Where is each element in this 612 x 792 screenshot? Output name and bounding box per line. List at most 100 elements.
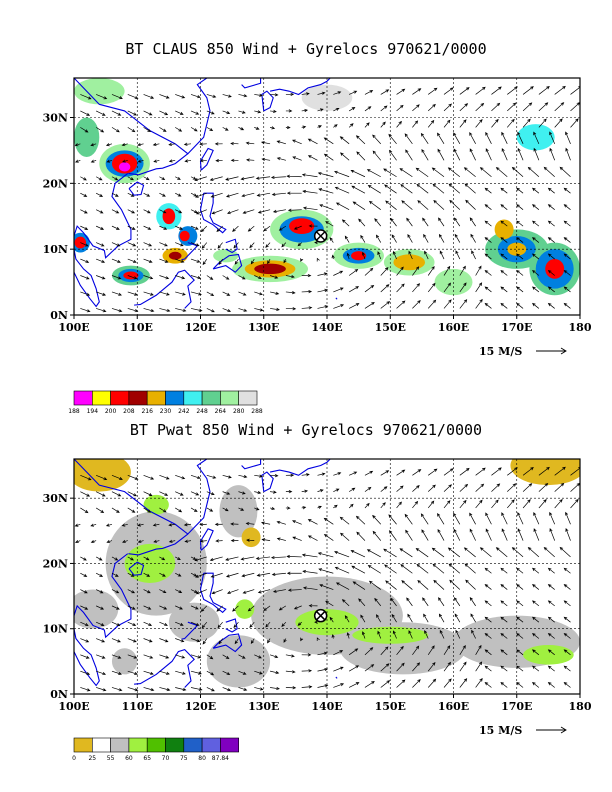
wind-vector bbox=[396, 283, 405, 293]
wind-vector bbox=[276, 157, 286, 161]
wind-vector bbox=[317, 651, 328, 656]
wind-vector bbox=[301, 506, 307, 510]
wind-vector bbox=[307, 535, 318, 541]
wind-vector bbox=[159, 572, 166, 577]
wind-vector bbox=[267, 258, 271, 265]
wind-vector bbox=[260, 521, 271, 525]
wind-vector bbox=[437, 148, 445, 161]
wind-vector bbox=[111, 192, 119, 197]
wind-vector bbox=[563, 220, 571, 227]
wind-vector bbox=[412, 662, 421, 672]
map-panel-pwat: 100E 110E 120E 130E 140E 150E 160E 170E 180 0N 10N… bbox=[43, 458, 592, 762]
wind-vector bbox=[80, 491, 91, 497]
wind-vector bbox=[254, 126, 260, 130]
wind-vector bbox=[532, 204, 540, 210]
wind-vector bbox=[122, 159, 128, 163]
wind-vector bbox=[260, 141, 271, 145]
wind-vector bbox=[406, 217, 413, 227]
wind-vector bbox=[127, 275, 138, 280]
wind-vector bbox=[214, 522, 223, 526]
wind-vector bbox=[532, 584, 540, 590]
wind-vector bbox=[190, 275, 202, 280]
colorbar-label: 280 bbox=[233, 408, 245, 415]
wind-vector bbox=[227, 209, 239, 215]
wind-vector bbox=[335, 202, 350, 210]
wind-vector bbox=[522, 86, 534, 95]
wind-vector bbox=[175, 572, 182, 577]
wind-vector bbox=[301, 489, 309, 493]
wind-vector bbox=[484, 600, 492, 607]
wind-vector bbox=[143, 110, 153, 116]
wind-vector bbox=[412, 266, 420, 276]
wind-vector bbox=[175, 687, 187, 691]
x-tick-label: 100E bbox=[58, 700, 89, 713]
wind-vector bbox=[285, 670, 296, 674]
wind-vector bbox=[143, 507, 152, 513]
wind-vector bbox=[333, 488, 340, 492]
wind-vector bbox=[501, 512, 508, 525]
wind-vector bbox=[433, 579, 445, 590]
wind-vector bbox=[334, 170, 350, 178]
wind-vector bbox=[453, 528, 461, 541]
wind-vector bbox=[522, 499, 531, 509]
wind-vector bbox=[270, 307, 280, 311]
wind-vector bbox=[356, 151, 366, 161]
wind-vector bbox=[246, 538, 255, 542]
wind-vector bbox=[301, 553, 318, 558]
wind-vector bbox=[301, 290, 313, 294]
wind-vector bbox=[563, 253, 571, 260]
y-tick-label: 30N bbox=[43, 492, 68, 505]
wind-vector bbox=[127, 209, 136, 214]
wind-vector bbox=[96, 94, 108, 100]
wind-vector bbox=[533, 528, 540, 541]
wind-vector bbox=[380, 89, 390, 95]
wind-vector bbox=[269, 291, 280, 295]
wind-vector bbox=[416, 183, 429, 194]
wind-vector bbox=[484, 269, 492, 276]
wind-vector bbox=[211, 209, 223, 215]
wind-vector bbox=[271, 572, 286, 577]
wind-vector bbox=[168, 539, 176, 543]
wind-vector bbox=[565, 527, 571, 541]
wind-vector bbox=[195, 572, 207, 578]
coastline bbox=[213, 78, 214, 79]
wind-vector bbox=[265, 242, 271, 248]
wind-vector bbox=[285, 506, 291, 510]
wind-vector bbox=[453, 132, 461, 145]
wind-vector bbox=[463, 547, 476, 558]
wind-vector bbox=[352, 201, 366, 210]
wind-vector bbox=[190, 670, 202, 675]
wind-vector bbox=[355, 515, 366, 525]
wind-vector bbox=[554, 85, 566, 95]
wind-vector bbox=[334, 186, 350, 194]
wind-vector bbox=[222, 670, 231, 675]
wind-vector bbox=[420, 132, 429, 145]
colorbar-label: 230 bbox=[160, 408, 172, 415]
wind-vector bbox=[281, 621, 287, 627]
wind-vector bbox=[491, 499, 499, 509]
wind-vector bbox=[346, 632, 350, 639]
wind-vector bbox=[361, 631, 366, 639]
wind-vector bbox=[439, 250, 445, 260]
wind-vector bbox=[491, 102, 501, 112]
wind-vector bbox=[234, 258, 239, 265]
wind-vector bbox=[404, 133, 413, 145]
wind-vector bbox=[469, 528, 476, 541]
wind-vector bbox=[238, 291, 247, 296]
wind-vector bbox=[230, 539, 239, 543]
wind-vector bbox=[307, 138, 318, 145]
wind-vector bbox=[175, 192, 182, 197]
wind-vector bbox=[190, 94, 201, 99]
wind-vector bbox=[549, 511, 556, 525]
wind-vector bbox=[240, 556, 255, 561]
wind-vector bbox=[364, 664, 375, 672]
panel-title-bottom: BT Pwat 850 Wind + Gyrelocs 970621/0000 bbox=[129, 421, 483, 439]
wind-vector bbox=[396, 501, 402, 509]
wind-vector bbox=[479, 547, 492, 558]
wind-vector bbox=[168, 142, 176, 147]
wind-vector bbox=[364, 106, 372, 112]
wind-vector bbox=[491, 118, 499, 128]
wind-vector bbox=[80, 589, 88, 594]
wind-vector bbox=[111, 127, 120, 133]
wind-vector bbox=[254, 93, 263, 97]
